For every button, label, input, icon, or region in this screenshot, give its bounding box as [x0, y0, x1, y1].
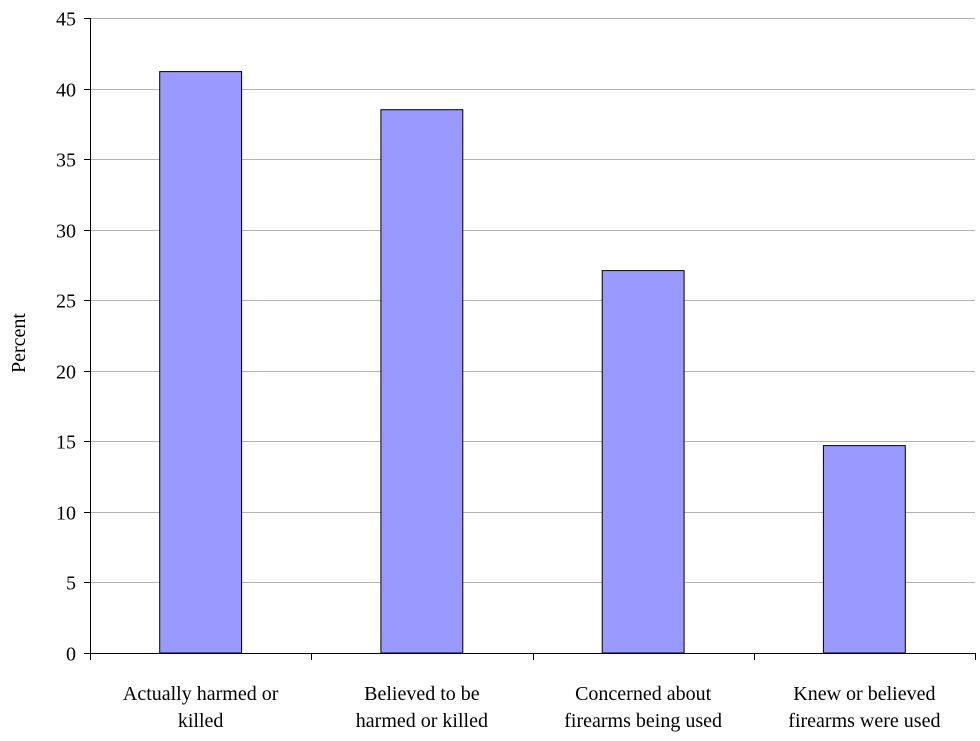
y-tick-label: 45 — [56, 9, 76, 31]
y-tick-label: 40 — [56, 80, 76, 102]
x-tick-label-line: killed — [178, 710, 224, 732]
axes — [84, 18, 976, 660]
y-tick-label: 30 — [56, 221, 76, 243]
y-axis-label: Percent — [8, 313, 30, 373]
x-tick-label-line: Actually harmed or — [123, 683, 279, 705]
x-tick-label-line: firearms being used — [564, 710, 722, 732]
x-tick-label-line: harmed or killed — [356, 710, 488, 732]
x-tick-label: Concerned about firearms being used — [564, 683, 722, 732]
bar — [822, 445, 906, 654]
y-tick-label: 5 — [66, 573, 76, 595]
y-tick-label: 10 — [56, 503, 76, 525]
y-tick-label: 35 — [56, 150, 76, 172]
x-tick-label-line: Concerned about — [575, 683, 712, 705]
y-tick-label: 15 — [56, 432, 76, 454]
bars — [159, 71, 906, 654]
y-tick-label: 20 — [56, 362, 76, 384]
x-tick-labels: Actually harmed or killed Believed to be ha… — [123, 683, 941, 732]
y-tick-label: 25 — [56, 291, 76, 313]
bar — [159, 71, 243, 654]
x-tick-label: Knew or believed firearms were used — [788, 683, 940, 732]
x-tick-label-line: Believed to be — [364, 683, 480, 705]
x-tick-label-line: firearms were used — [788, 710, 940, 732]
x-tick-label: Actually harmed or killed — [123, 683, 279, 732]
bar — [380, 109, 464, 654]
y-tick-labels: 0 5 10 15 20 25 30 35 40 45 — [56, 9, 76, 666]
x-tick-label-line: Knew or believed — [793, 683, 935, 705]
bar — [601, 270, 685, 654]
y-tick-label: 0 — [66, 644, 76, 666]
x-tick-label: Believed to be harmed or killed — [356, 683, 488, 732]
